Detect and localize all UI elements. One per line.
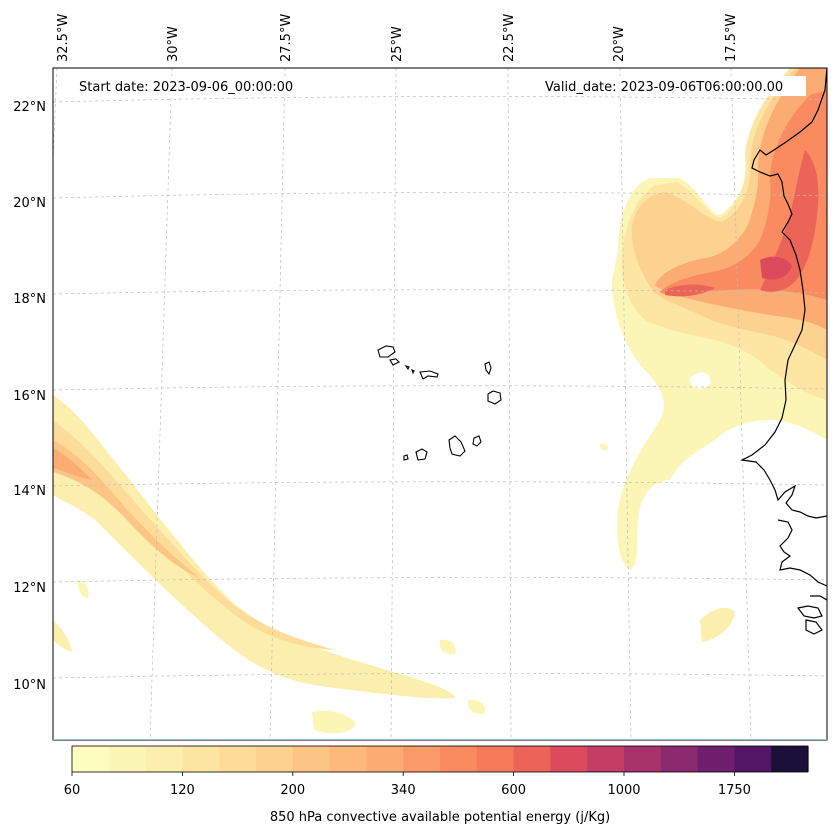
colorbar-swatch [145,746,183,772]
cape-verde-islands [377,345,502,461]
cape-band-southwest [53,395,486,734]
lat-label-16n: 16°N [13,389,46,404]
lon-label-30w: 30°W [166,26,181,62]
colorbar-swatch [697,746,735,772]
colorbar-swatches [72,746,809,772]
map-panel [53,68,827,740]
colorbar-swatch [771,746,809,772]
colorbar-swatch [256,746,294,772]
colorbar-tick-1750: 1750 [718,783,751,798]
colorbar-swatch [292,746,331,772]
valid-date-box [540,76,806,96]
start-date-label: Start date: 2023-09-06_00:00:00 [79,80,293,95]
lon-label-20w: 20°W [612,26,627,62]
lon-label-22-5w: 22.5°W [502,14,517,62]
lat-label-14n: 14°N [13,484,46,499]
colorbar-swatch [587,746,625,772]
valid-date-label: Valid_date: 2023-09-06T06:00:00.00 [545,80,783,95]
colorbar-tick-1000: 1000 [607,783,640,798]
lat-label-22n: 22°N [13,100,46,115]
lon-label-32-5w: 32.5°W [56,14,71,62]
colorbar-tick-60: 60 [64,783,81,798]
colorbar-swatch [660,746,699,772]
colorbar-swatch [734,746,772,772]
colorbar-swatch [108,746,147,772]
colorbar-swatch [550,746,588,772]
colorbar-frame [71,745,809,773]
lon-label-27-5w: 27.5°W [279,14,294,62]
colorbar-swatch [476,746,515,772]
lat-label-20n: 20°N [13,196,46,211]
colorbar-tick-340: 340 [391,783,416,798]
colorbar-ticks [71,772,735,776]
colorbar-swatch [219,746,257,772]
colorbar-tick-120: 120 [170,783,195,798]
lon-label-17-5w: 17.5°W [724,14,739,62]
lon-label-25w: 25°W [390,26,405,62]
graticule [53,68,827,740]
colorbar-swatch [403,746,441,772]
latitude-labels: 22°N 20°N 18°N 16°N 14°N 12°N 10°N [13,100,46,693]
colorbar-swatch [72,746,110,772]
colorbar-swatch [366,746,404,772]
lat-label-10n: 10°N [13,678,46,693]
colorbar-swatch [624,746,662,772]
colorbar-title: 850 hPa convective available potential e… [270,810,610,825]
colorbar-swatch [440,746,478,772]
colorbar-tick-600: 600 [501,783,526,798]
lat-label-12n: 12°N [13,581,46,596]
colorbar-tick-200: 200 [280,783,305,798]
colorbar: 60 120 200 340 600 1000 1750 850 hPa con… [64,745,809,825]
lat-label-18n: 18°N [13,292,46,307]
longitude-labels: 32.5°W 30°W 27.5°W 25°W 22.5°W 20°W 17.5… [56,14,739,62]
colorbar-swatch [182,746,220,772]
colorbar-swatch [329,746,367,772]
colorbar-swatch [513,746,551,772]
start-date-box [74,76,312,96]
africa-coastline [740,68,827,635]
